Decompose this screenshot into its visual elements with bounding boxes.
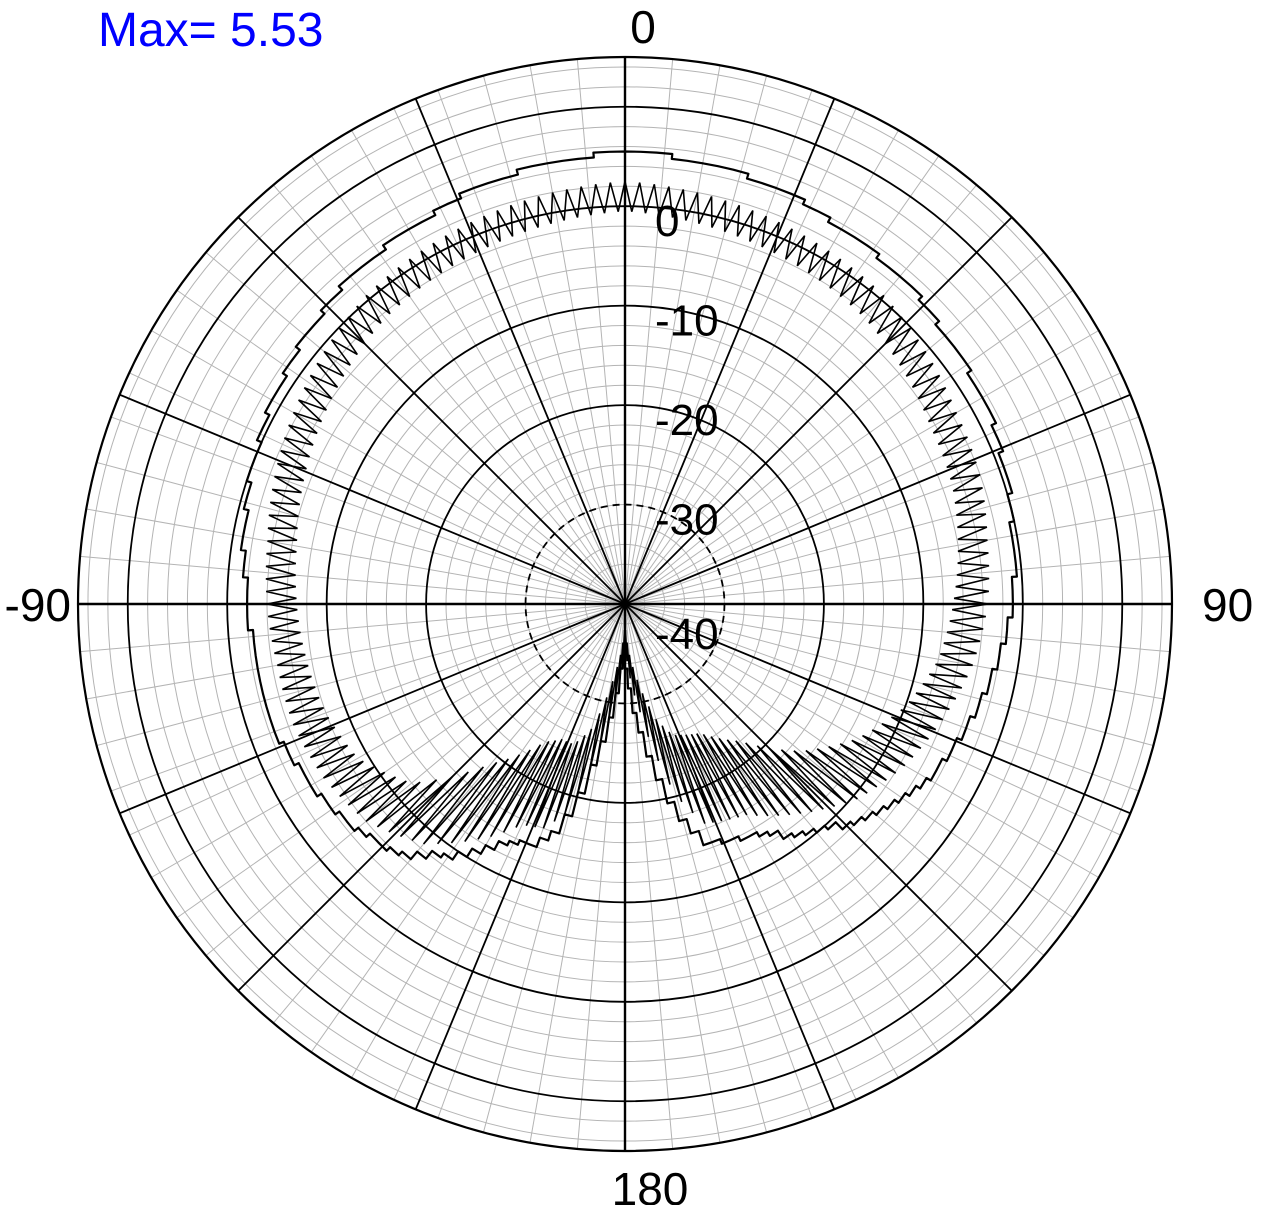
minor-grid-spoke <box>273 603 626 1024</box>
minor-grid-spoke <box>624 603 899 1078</box>
major-grid-spoke <box>624 98 836 605</box>
minor-grid-spoke <box>151 330 626 605</box>
major-grid-spoke <box>119 603 626 815</box>
minor-grid-spoke <box>129 603 626 836</box>
minor-grid-spoke <box>576 603 626 1149</box>
major-grid-circle-dashed <box>524 503 726 705</box>
minor-grid-spoke <box>624 289 1074 605</box>
major-grid-spoke <box>624 603 836 1110</box>
minor-grid-spoke <box>205 252 626 605</box>
envelope-trace <box>239 150 1018 861</box>
minor-grid-spoke <box>624 416 1140 605</box>
minor-grid-spoke <box>624 184 977 605</box>
radial-tick-label: -30 <box>655 496 719 545</box>
minor-grid-spoke <box>624 603 1154 747</box>
minor-grid-spoke <box>80 603 626 653</box>
minor-grid-spoke <box>482 75 626 605</box>
minor-grid-spoke <box>624 372 1121 605</box>
minor-grid-spoke <box>176 289 626 605</box>
outer-boundary <box>76 55 1174 1153</box>
major-grid-circle <box>126 105 1124 1103</box>
minor-grid-spoke <box>80 555 626 605</box>
minor-grid-spoke <box>310 603 626 1053</box>
major-grid-circle <box>425 404 825 804</box>
major-grid-spoke <box>624 216 1013 605</box>
max-annotation: Max= 5.53 <box>98 4 323 57</box>
minor-grid-spoke <box>393 108 626 605</box>
minor-grid-spoke <box>624 603 1164 700</box>
major-grid-spoke <box>237 603 626 992</box>
minor-grid-spoke <box>624 603 674 1149</box>
radial-tick-label: -10 <box>655 297 719 346</box>
minor-grid-spoke <box>624 461 1154 605</box>
minor-grid-spoke <box>624 603 1099 878</box>
minor-grid-spoke <box>624 75 768 605</box>
minor-grid-spoke <box>624 603 857 1100</box>
minor-grid-spoke <box>310 155 626 605</box>
minor-grid-spoke <box>624 603 1121 836</box>
minor-grid-spoke <box>110 416 626 605</box>
minor-grid-spoke <box>351 130 626 605</box>
minor-grid-spoke <box>624 555 1170 605</box>
minor-grid-spoke <box>624 603 1045 956</box>
major-grid-spoke <box>624 603 1013 992</box>
minor-grid-spoke <box>624 59 674 605</box>
minor-grid-spoke <box>393 603 626 1100</box>
minor-grid-spoke <box>151 603 626 878</box>
minor-grid-spoke <box>624 603 768 1133</box>
radial-tick-label: -20 <box>655 396 719 445</box>
minor-grid-spoke <box>624 252 1045 605</box>
minor-grid-spoke <box>624 603 813 1119</box>
minor-grid-spoke <box>351 603 626 1078</box>
minor-grid-spoke <box>624 603 1170 653</box>
minor-grid-spoke <box>129 372 626 605</box>
traces <box>239 150 1018 861</box>
minor-grid-spoke <box>96 603 626 747</box>
labels: 0 90 180 -90 0 -10 -20 -30 -40 <box>5 1 1254 1205</box>
minor-grid-spoke <box>624 603 1074 919</box>
minor-grid-spoke <box>86 603 626 700</box>
minor-grid-spoke <box>624 603 940 1053</box>
angle-tick-label: 180 <box>612 1163 689 1205</box>
major-grid-spoke <box>414 603 626 1110</box>
major-grid-spoke <box>237 216 626 605</box>
minor-grid-spoke <box>624 508 1164 605</box>
minor-grid-spoke <box>529 603 626 1143</box>
angle-tick-label: 90 <box>1202 579 1253 631</box>
major-grid-circle <box>226 205 1024 1003</box>
minor-grid-spoke <box>624 330 1099 605</box>
minor-grid-spoke <box>205 603 626 956</box>
radial-tick-label: -40 <box>655 610 719 659</box>
minor-grid-spoke <box>624 603 1140 792</box>
major-grid-spoke <box>119 393 626 605</box>
oscillating-trace <box>265 181 990 845</box>
minor-grid-spoke <box>624 89 813 605</box>
angle-tick-label: 0 <box>630 1 656 53</box>
major-grid-spoke <box>414 98 626 605</box>
major-grid-spoke <box>624 393 1131 605</box>
major-grid <box>76 55 1174 1153</box>
major-grid-spoke <box>624 603 1131 815</box>
minor-grid-spoke <box>437 603 626 1119</box>
minor-grid-spoke <box>176 603 626 919</box>
minor-grid-spoke <box>437 89 626 605</box>
minor-grid-spoke <box>529 65 626 605</box>
minor-grid-spoke <box>624 108 857 605</box>
major-grid-circle <box>325 304 925 904</box>
minor-grid-spoke <box>624 603 721 1143</box>
minor-grid-spoke <box>273 184 626 605</box>
minor-grid-spoke <box>624 155 940 605</box>
minor-grid-spoke <box>96 461 626 605</box>
minor-grid-spoke <box>624 65 721 605</box>
minor-grid-spoke <box>482 603 626 1133</box>
minor-grid-spoke <box>86 508 626 605</box>
minor-grid-spoke <box>576 59 626 605</box>
radial-tick-label: 0 <box>655 197 679 246</box>
angle-tick-label: -90 <box>5 579 71 631</box>
minor-grid-spoke <box>110 603 626 792</box>
minor-grid-spoke <box>624 130 899 605</box>
